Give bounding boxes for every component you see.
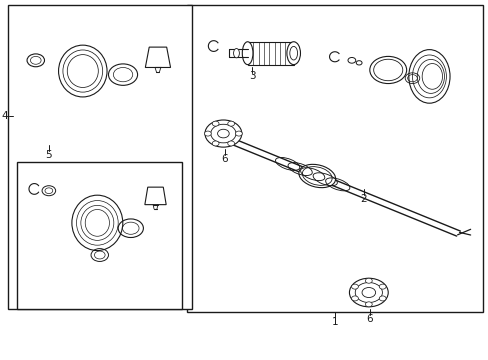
Ellipse shape <box>72 195 122 251</box>
Circle shape <box>379 296 386 301</box>
Ellipse shape <box>242 42 252 64</box>
Circle shape <box>204 120 242 147</box>
Text: 3: 3 <box>249 71 255 81</box>
Ellipse shape <box>408 50 449 103</box>
Circle shape <box>365 278 371 283</box>
Circle shape <box>351 296 358 301</box>
Circle shape <box>212 141 219 146</box>
Circle shape <box>235 131 242 136</box>
Text: 6: 6 <box>366 314 372 324</box>
Circle shape <box>365 302 371 307</box>
Text: 2: 2 <box>360 194 366 203</box>
Text: 1: 1 <box>331 317 338 327</box>
Ellipse shape <box>298 165 335 188</box>
Circle shape <box>212 121 219 126</box>
Circle shape <box>204 131 211 136</box>
Ellipse shape <box>59 45 107 97</box>
Bar <box>186 5 482 312</box>
Circle shape <box>379 284 386 289</box>
Polygon shape <box>144 187 166 204</box>
Circle shape <box>369 57 406 84</box>
Bar <box>247 42 293 64</box>
Ellipse shape <box>289 46 297 60</box>
Ellipse shape <box>233 49 239 58</box>
Circle shape <box>227 121 234 126</box>
Text: 5: 5 <box>45 150 52 160</box>
Ellipse shape <box>286 42 300 64</box>
Text: 4: 4 <box>2 111 8 121</box>
Text: 6: 6 <box>221 154 228 163</box>
Polygon shape <box>145 47 170 67</box>
Circle shape <box>227 141 234 146</box>
Circle shape <box>351 284 358 289</box>
Circle shape <box>349 278 387 307</box>
Bar <box>17 162 182 309</box>
Bar <box>8 5 191 309</box>
